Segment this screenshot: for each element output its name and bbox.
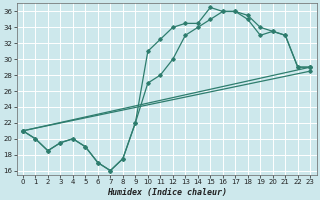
- X-axis label: Humidex (Indice chaleur): Humidex (Indice chaleur): [107, 188, 227, 197]
